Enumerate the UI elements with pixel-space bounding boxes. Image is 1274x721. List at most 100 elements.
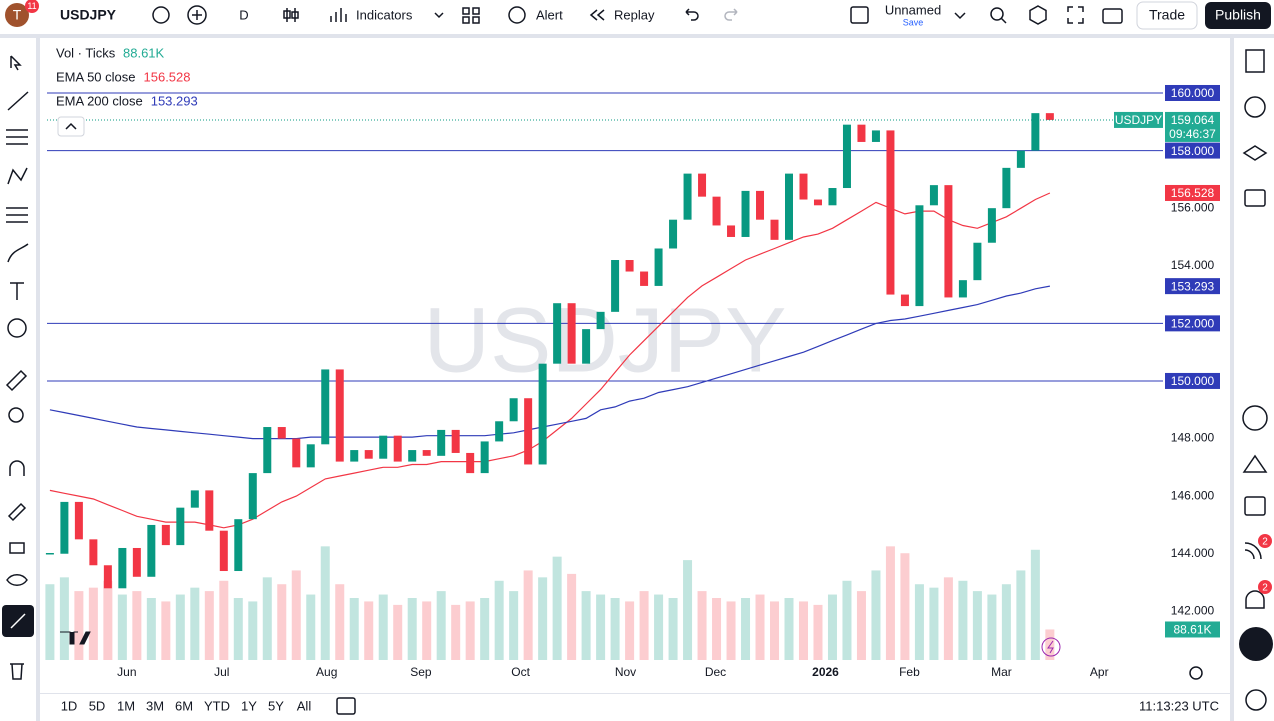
range-button[interactable]: 5Y [268,698,284,713]
delete-tool[interactable] [10,663,24,680]
help[interactable] [1245,689,1267,711]
range-button[interactable]: 3M [146,698,164,713]
candle-body [842,124,851,189]
notifications[interactable] [1245,590,1265,609]
publish-button[interactable] [1205,2,1271,29]
compare-button[interactable] [187,5,207,25]
candle-body [277,427,286,439]
layout-icon[interactable] [850,6,869,24]
object-tree[interactable] [1242,145,1268,161]
snapshot[interactable] [1102,8,1123,24]
search-icon[interactable] [990,7,1004,21]
dropdown[interactable] [434,12,444,19]
range-button[interactable]: All [297,698,312,713]
indicators[interactable]: Indicators [356,7,413,22]
alert[interactable]: Alert [536,7,563,22]
volume-bar [436,591,446,660]
trade-button[interactable] [1136,1,1198,30]
brush-tool[interactable] [7,243,29,263]
candle-body [640,271,649,286]
apps[interactable] [1239,627,1273,661]
volume-bar [726,601,736,660]
screener[interactable] [1242,405,1268,431]
candle-body [958,280,967,298]
range-button[interactable]: 5D [89,698,106,713]
range-button[interactable]: 1M [117,698,135,713]
event-marker[interactable] [1041,637,1061,657]
volume-bar [943,577,953,660]
symbol[interactable]: USDJPY [60,7,117,23]
chart-type[interactable] [283,8,299,22]
fullscreen[interactable] [1067,6,1084,24]
candle-body [712,196,721,226]
volume-bar [668,598,678,660]
avatar[interactable] [5,3,29,27]
candle-body [408,450,417,462]
legend-volume-name: Vol · Ticks [56,45,116,60]
candle-body [871,130,880,142]
volume-tag: 88.61K [1173,623,1211,637]
volume-bar [552,556,562,660]
text-tool[interactable] [10,282,24,300]
event-icon [1047,640,1054,654]
templates[interactable] [462,7,480,24]
pine[interactable] [1242,454,1268,473]
volume-bar [871,570,881,660]
candle-body [437,429,446,456]
bottom-bar [40,694,1230,721]
range-button[interactable]: YTD [204,698,230,713]
draw-mode[interactable] [7,502,27,522]
candle-body [987,208,996,243]
volume-bar [596,594,606,660]
fib-tool[interactable] [6,129,28,145]
x-tick-label: 2026 [812,665,839,679]
zoom-tool[interactable] [8,407,24,423]
layout-dropdown[interactable] [954,12,966,20]
pattern-tool[interactable] [7,167,28,185]
calendar[interactable] [1244,496,1266,516]
range-button[interactable]: 1Y [241,698,257,713]
candle-body [263,427,272,474]
collapse-icon [65,122,77,130]
lock-tool[interactable] [9,542,25,554]
symbol-tag: USDJPY [1115,113,1162,127]
axis-settings[interactable] [1189,666,1203,680]
volume-bar [987,594,997,660]
date-range[interactable] [336,697,356,715]
news[interactable] [1244,542,1262,560]
candle-body [190,490,199,508]
layout-save[interactable]: Save [903,17,924,27]
interval[interactable]: D [239,7,248,22]
range-button[interactable]: 1D [61,698,78,713]
replay[interactable]: Replay [614,7,655,22]
watchlist[interactable] [1245,49,1265,73]
symbol-icon[interactable] [152,6,170,24]
clock: 11:13:23 UTC [1139,698,1219,713]
range-button[interactable]: 6M [175,698,193,713]
x-tick-label: Dec [705,665,726,679]
volume-bar [219,580,229,660]
candle-body [451,429,460,453]
layout-name[interactable]: Unnamed [885,2,941,17]
emoji-tool[interactable] [7,318,27,338]
candle-body [596,311,605,330]
candle-body [118,547,127,589]
volume-tag-box [1165,621,1220,638]
hide-tool[interactable] [6,574,28,586]
trend-line-tool[interactable] [7,91,29,111]
x-tick-label: Jun [117,665,136,679]
alerts-panel[interactable] [1244,96,1266,118]
forecast-tool[interactable] [6,207,28,223]
redo[interactable] [724,8,738,21]
link-icon [10,613,26,629]
cursor-tool[interactable] [10,55,22,71]
undo[interactable] [685,8,699,21]
collapse-legend[interactable] [57,116,85,137]
x-tick-label: Nov [615,665,636,679]
volume-bar [697,591,707,660]
ruler-tool[interactable] [5,369,28,392]
magnet-tool[interactable] [9,460,25,476]
settings[interactable] [1029,5,1047,25]
chat[interactable] [1244,189,1266,207]
candle-body [1016,150,1025,168]
